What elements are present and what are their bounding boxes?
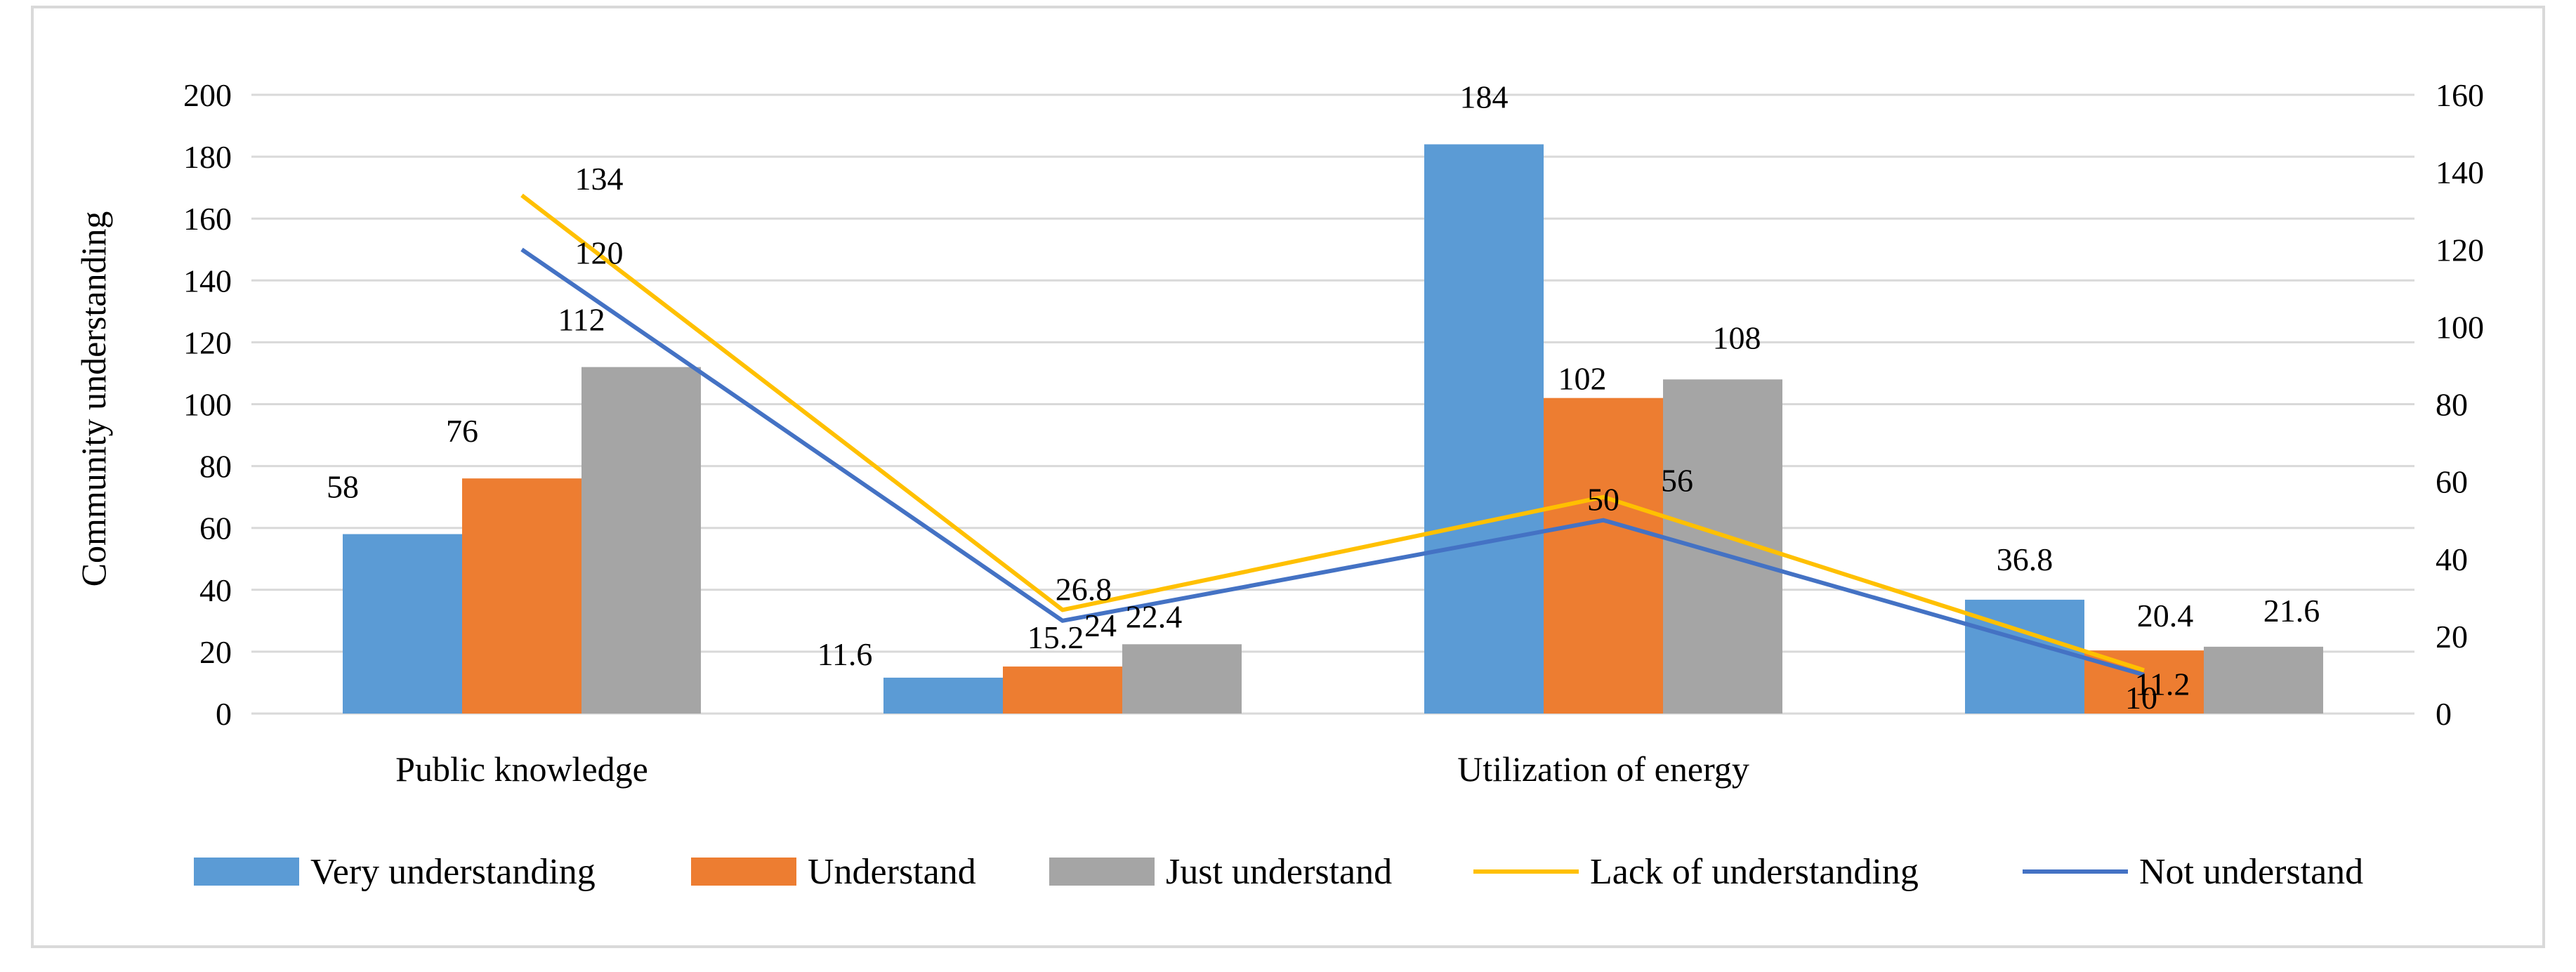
y-tick-label: 40 bbox=[199, 572, 232, 608]
legend-swatch bbox=[194, 858, 299, 886]
bar-just-understand bbox=[581, 367, 701, 714]
line-data-label: 120 bbox=[575, 235, 624, 270]
bar-very-understanding bbox=[343, 534, 462, 714]
line-not-understand bbox=[520, 247, 2145, 677]
y2-tick-label: 20 bbox=[2436, 619, 2468, 655]
line-data-label: 56 bbox=[1661, 463, 1693, 499]
bar-understand bbox=[462, 478, 581, 714]
legend-item: Just understand bbox=[1049, 852, 1392, 892]
y-tick-label: 120 bbox=[183, 324, 232, 360]
data-labels: 58 11.6 184 36.8 76 15.2 102 20.4 112 22.4 108 21.6… bbox=[327, 79, 2320, 715]
bar-data-label: 11.6 bbox=[817, 636, 873, 672]
bar-understand bbox=[2084, 650, 2204, 714]
y2-tick-label: 140 bbox=[2436, 155, 2484, 190]
line-data-label: 50 bbox=[1587, 482, 1619, 518]
legend-item: Not understand bbox=[2023, 852, 2363, 892]
y-tick-label: 180 bbox=[183, 139, 232, 175]
legend-label: Understand bbox=[808, 852, 976, 892]
bar-very-understanding bbox=[1424, 144, 1544, 714]
legend: Very understanding Understand Just underst… bbox=[194, 852, 2363, 892]
legend-item: Understand bbox=[691, 852, 976, 892]
legend-label: Very understanding bbox=[310, 852, 596, 892]
legend-item: Lack of understanding bbox=[1473, 852, 1919, 892]
category-label: Public knowledge bbox=[395, 749, 648, 789]
legend-swatch bbox=[1049, 858, 1155, 886]
bar-just-understand bbox=[2204, 646, 2323, 714]
bar-understand bbox=[1544, 398, 1663, 714]
bars bbox=[343, 144, 2323, 714]
line-data-label: 24 bbox=[1084, 608, 1117, 643]
y-tick-label: 60 bbox=[199, 511, 232, 546]
line-data-label: 134 bbox=[575, 161, 624, 197]
bar-data-label: 108 bbox=[1713, 320, 1761, 355]
y2-tick-label: 40 bbox=[2436, 541, 2468, 577]
bar-data-label: 21.6 bbox=[2263, 593, 2320, 629]
legend-item: Very understanding bbox=[194, 852, 596, 892]
y2-tick-label: 160 bbox=[2436, 77, 2484, 113]
line-data-label: 26.8 bbox=[1056, 571, 1112, 607]
y-tick-label: 200 bbox=[183, 77, 232, 113]
bar-data-label: 20.4 bbox=[2137, 598, 2194, 633]
y-tick-label: 160 bbox=[183, 201, 232, 237]
bar-very-understanding bbox=[883, 677, 1003, 714]
bar-just-understand bbox=[1122, 644, 1242, 714]
legend-label: Lack of understanding bbox=[1590, 852, 1919, 892]
bar-data-label: 36.8 bbox=[1997, 541, 2053, 577]
bar-data-label: 15.2 bbox=[1027, 619, 1084, 655]
y2-tick-label: 0 bbox=[2436, 696, 2452, 732]
y2-tick-label: 100 bbox=[2436, 309, 2484, 345]
bar-data-label: 22.4 bbox=[1126, 598, 1183, 634]
y2-tick-label: 120 bbox=[2436, 232, 2484, 268]
line-data-label: 11.2 bbox=[2135, 666, 2190, 702]
chart-frame bbox=[31, 6, 2545, 948]
category-label: Utilization of energy bbox=[1457, 749, 1749, 789]
y-tick-label: 100 bbox=[183, 387, 232, 423]
lines bbox=[520, 193, 2145, 677]
y-tick-label: 140 bbox=[183, 263, 232, 298]
y2-tick-label: 60 bbox=[2436, 464, 2468, 500]
bar-data-label: 76 bbox=[446, 413, 478, 449]
y-axis-title: Community understanding bbox=[74, 211, 113, 587]
y-tick-label: 20 bbox=[199, 634, 232, 670]
bar-data-label: 102 bbox=[1558, 361, 1607, 397]
y-tick-label: 80 bbox=[199, 449, 232, 485]
bar-data-label: 58 bbox=[327, 469, 359, 505]
legend-label: Not understand bbox=[2139, 852, 2363, 892]
bar-understand bbox=[1003, 666, 1122, 714]
y2-tick-label: 80 bbox=[2436, 387, 2468, 423]
line-data-label: 10 bbox=[2125, 680, 2157, 716]
line-lack-of-understanding bbox=[520, 193, 2145, 673]
y-tick-label: 0 bbox=[216, 696, 232, 732]
legend-label: Just understand bbox=[1166, 852, 1392, 892]
category-labels: Public knowledge Utilization of energy bbox=[395, 749, 1749, 789]
legend-swatch bbox=[691, 858, 796, 886]
bar-data-label: 184 bbox=[1460, 79, 1509, 114]
axis-ticks: 0 20 40 60 80 100 120 140 160 180 200 0 20 40 60 80 100 1… bbox=[183, 77, 2484, 732]
bar-data-label: 112 bbox=[558, 302, 605, 338]
